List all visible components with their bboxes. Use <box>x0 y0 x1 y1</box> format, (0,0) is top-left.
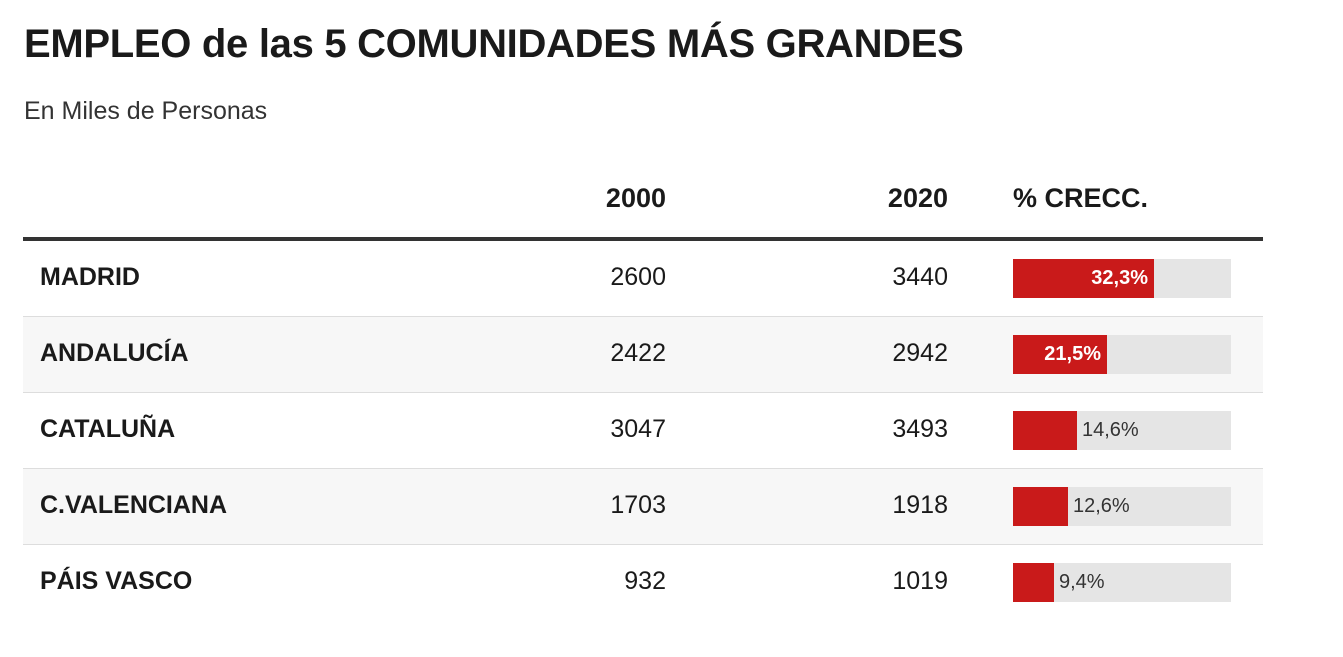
growth-bar-track: 21,5% <box>1013 335 1231 374</box>
table-row: PÁIS VASCO 932 1019 9,4% <box>23 545 1263 620</box>
growth-bar-track: 14,6% <box>1013 411 1231 450</box>
growth-label: 21,5% <box>1044 343 1101 365</box>
value-2020: 2942 <box>892 339 948 367</box>
growth-label: 32,3% <box>1091 267 1148 289</box>
value-2000: 932 <box>624 567 666 595</box>
table-body: MADRID 2600 3440 32,3% ANDALUCÍA 2422 2942 21,5… <box>23 241 1263 620</box>
column-header-2000: 2000 <box>605 183 666 213</box>
growth-bar-track: 32,3% <box>1013 259 1231 298</box>
table-header: 2000 2020 % CRECC. <box>23 165 1263 241</box>
chart-subtitle: En Miles de Personas <box>24 97 268 125</box>
table-row: ANDALUCÍA 2422 2942 21,5% <box>23 317 1263 393</box>
column-header-2020: 2020 <box>887 183 948 213</box>
chart-title: EMPLEO de las 5 COMUNIDADES MÁS GRANDES <box>24 22 964 66</box>
table-row: CATALUÑA 3047 3493 14,6% <box>23 393 1263 469</box>
growth-bar <box>1013 411 1077 450</box>
growth-bar-track: 9,4% <box>1013 563 1231 602</box>
value-2020: 3440 <box>892 263 948 291</box>
row-name: MADRID <box>40 263 140 291</box>
value-2000: 2422 <box>610 339 666 367</box>
value-2020: 1019 <box>892 567 948 595</box>
growth-bar <box>1013 335 1107 374</box>
value-2000: 2600 <box>610 263 666 291</box>
row-name: PÁIS VASCO <box>40 567 193 595</box>
value-2000: 3047 <box>610 415 666 443</box>
table-row: C.VALENCIANA 1703 1918 12,6% <box>23 469 1263 545</box>
row-name: C.VALENCIANA <box>40 491 228 519</box>
growth-bar <box>1013 563 1054 602</box>
growth-label: 14,6% <box>1082 419 1139 441</box>
growth-bar-track: 12,6% <box>1013 487 1231 526</box>
value-2020: 1918 <box>892 491 948 519</box>
row-name: CATALUÑA <box>40 415 176 443</box>
row-name: ANDALUCÍA <box>40 339 189 367</box>
column-header-growth: % CRECC. <box>1013 183 1149 213</box>
growth-label: 12,6% <box>1073 495 1130 517</box>
growth-bar <box>1013 259 1154 298</box>
data-table: 2000 2020 % CRECC. MADRID 2600 3440 32,3% AN… <box>23 165 1263 620</box>
growth-bar <box>1013 487 1068 526</box>
value-2020: 3493 <box>892 415 948 443</box>
growth-label: 9,4% <box>1059 571 1105 593</box>
table-row: MADRID 2600 3440 32,3% <box>23 241 1263 317</box>
value-2000: 1703 <box>610 491 666 519</box>
